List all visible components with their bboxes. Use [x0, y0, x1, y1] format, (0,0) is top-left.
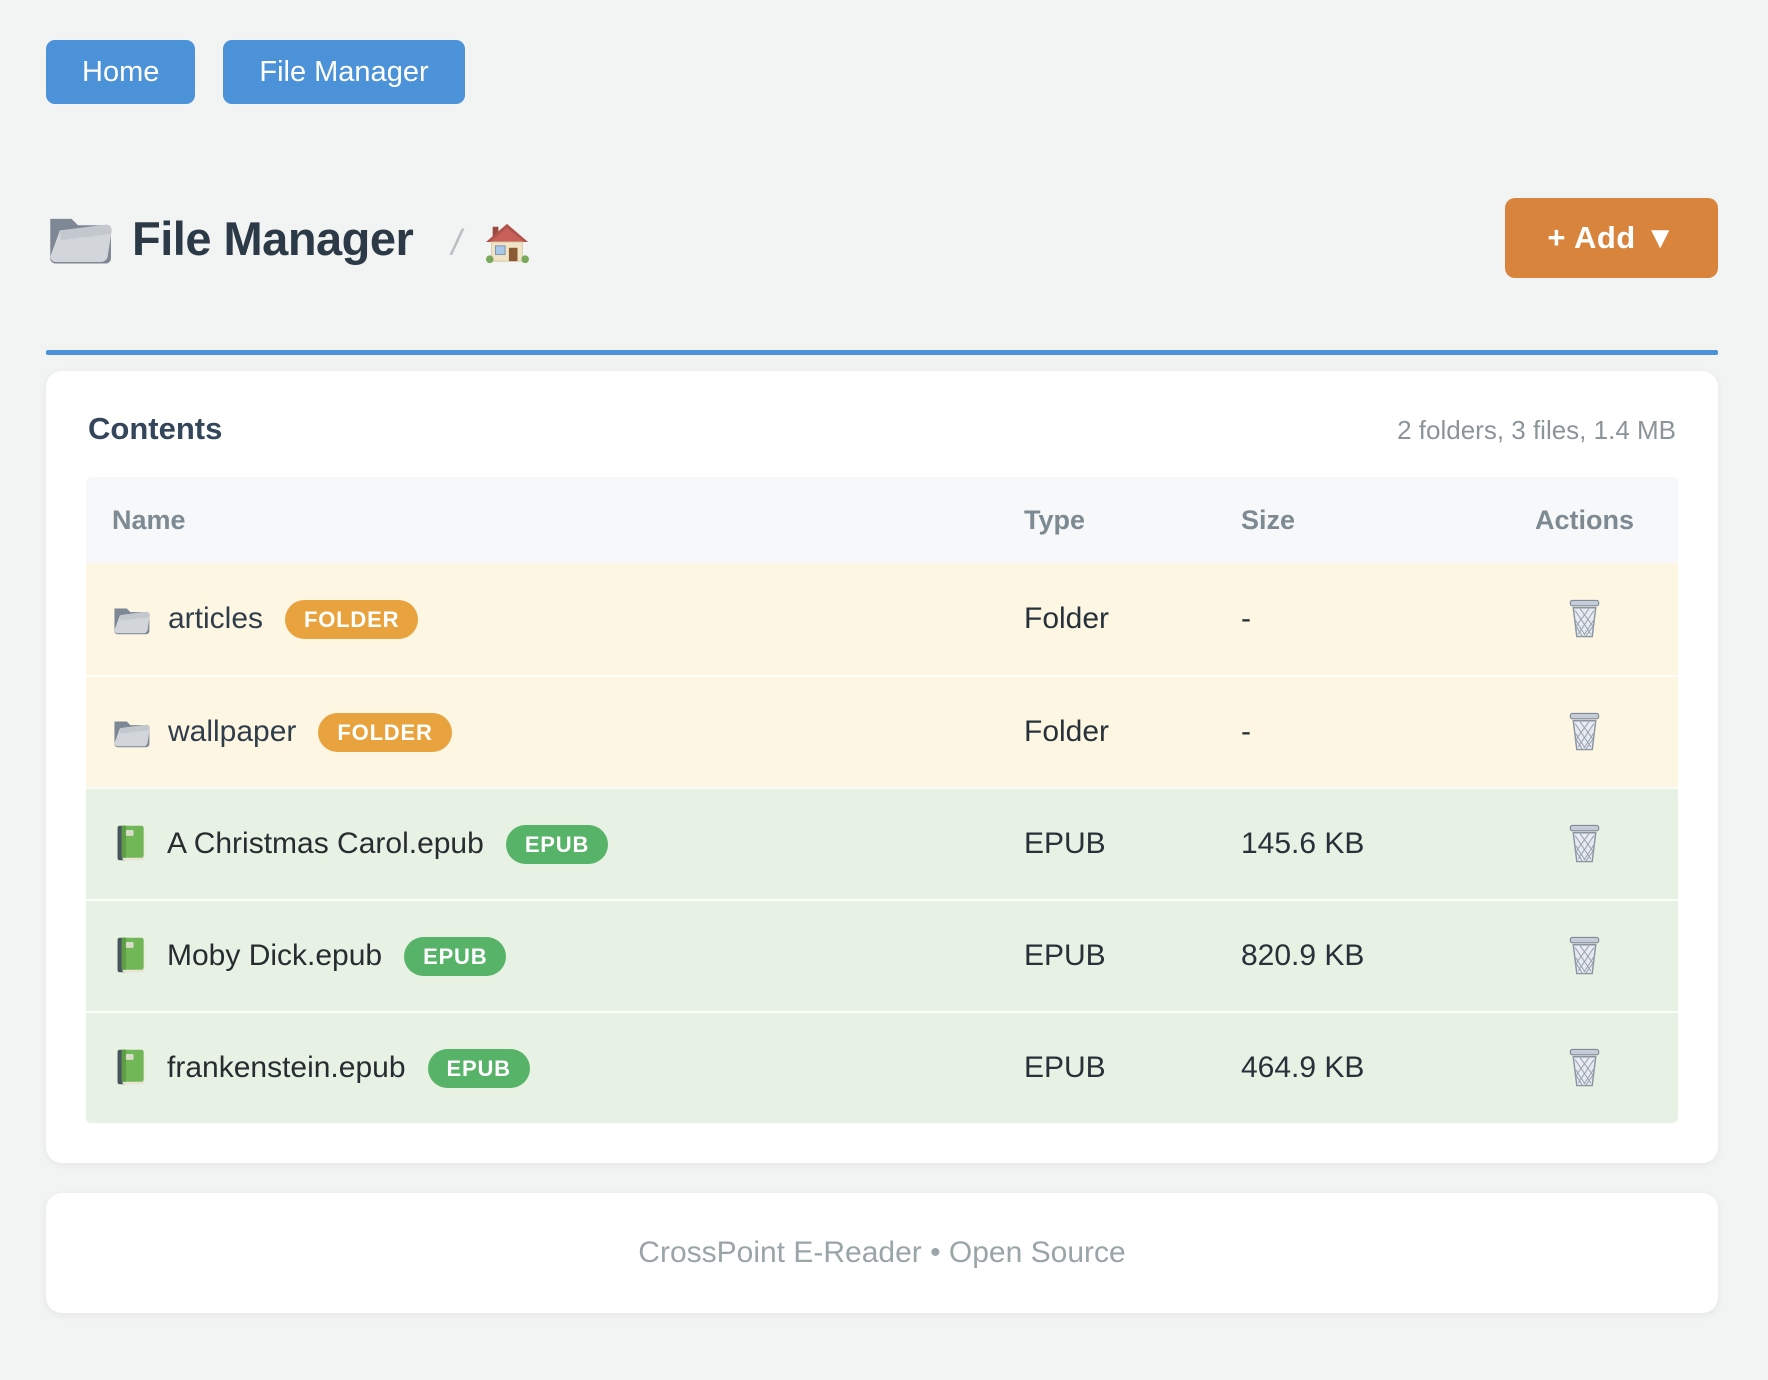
- footer-text: CrossPoint E-Reader • Open Source: [638, 1236, 1126, 1269]
- type-cell: EPUB: [1024, 939, 1106, 972]
- size-cell: -: [1241, 715, 1251, 748]
- file-name[interactable]: Moby Dick.epub: [167, 939, 383, 972]
- nav-file-manager-button[interactable]: File Manager: [223, 40, 465, 104]
- size-cell: 820.9 KB: [1241, 939, 1365, 972]
- trash-icon[interactable]: [1567, 936, 1602, 976]
- table-header-row: Name Type Size Actions: [86, 477, 1678, 563]
- table-body: articles FOLDER Folder - wallpaper FOLDE…: [86, 563, 1678, 1123]
- delete-button[interactable]: [1563, 820, 1606, 868]
- folder-icon: [50, 218, 112, 264]
- book-icon: [117, 825, 145, 861]
- add-button[interactable]: + Add ▼: [1505, 198, 1718, 278]
- book-icon: [117, 937, 145, 973]
- file-table: Name Type Size Actions articles FOLDER F…: [86, 477, 1678, 1123]
- folder-icon: [114, 607, 150, 634]
- column-header-type: Type: [1024, 504, 1086, 535]
- column-header-size: Size: [1241, 504, 1296, 535]
- file-name[interactable]: A Christmas Carol.epub: [167, 827, 484, 860]
- top-navigation: Home File Manager: [46, 40, 1718, 104]
- table-row: frankenstein.epub EPUB EPUB 464.9 KB: [86, 1011, 1678, 1123]
- footer-card: CrossPoint E-Reader • Open Source: [46, 1193, 1718, 1313]
- table-row: Moby Dick.epub EPUB EPUB 820.9 KB: [86, 899, 1678, 1011]
- folder-icon: [114, 720, 150, 747]
- type-badge: EPUB: [404, 936, 507, 976]
- contents-summary: 2 folders, 3 files, 1.4 MB: [1397, 415, 1676, 445]
- column-header-actions: Actions: [1534, 504, 1634, 535]
- nav-home-button[interactable]: Home: [46, 40, 196, 104]
- header-divider: [46, 350, 1718, 355]
- column-header-name: Name: [112, 504, 186, 535]
- contents-card: Contents 2 folders, 3 files, 1.4 MB Name…: [46, 371, 1718, 1163]
- size-cell: -: [1241, 602, 1251, 635]
- breadcrumb-separator: /: [451, 222, 462, 263]
- size-cell: 145.6 KB: [1241, 827, 1365, 860]
- trash-icon[interactable]: [1567, 1048, 1602, 1088]
- file-name[interactable]: wallpaper: [168, 715, 297, 748]
- type-badge: FOLDER: [285, 599, 419, 639]
- page-title: File Manager: [132, 211, 414, 265]
- file-name[interactable]: articles: [168, 602, 264, 635]
- type-cell: EPUB: [1024, 827, 1106, 860]
- trash-icon[interactable]: [1567, 824, 1602, 864]
- type-badge: FOLDER: [318, 712, 452, 752]
- trash-icon[interactable]: [1567, 712, 1602, 752]
- type-cell: Folder: [1024, 602, 1110, 635]
- type-cell: EPUB: [1024, 1051, 1106, 1084]
- type-badge: EPUB: [427, 1048, 530, 1088]
- table-row: wallpaper FOLDER Folder -: [86, 675, 1678, 787]
- page-header: File Manager / + Add ▼: [46, 186, 1718, 290]
- delete-button[interactable]: [1563, 932, 1606, 980]
- contents-title: Contents: [88, 411, 223, 446]
- home-icon[interactable]: [485, 222, 530, 264]
- delete-button[interactable]: [1563, 708, 1606, 756]
- delete-button[interactable]: [1563, 595, 1606, 643]
- table-row: articles FOLDER Folder -: [86, 563, 1678, 675]
- file-manager-page: Home File Manager File Manager / + Add ▼…: [46, 40, 1718, 1313]
- book-icon: [117, 1049, 145, 1085]
- size-cell: 464.9 KB: [1241, 1051, 1365, 1084]
- type-cell: Folder: [1024, 715, 1110, 748]
- delete-button[interactable]: [1563, 1044, 1606, 1092]
- file-name[interactable]: frankenstein.epub: [167, 1051, 406, 1084]
- trash-icon[interactable]: [1567, 599, 1602, 639]
- type-badge: EPUB: [505, 824, 609, 864]
- table-row: A Christmas Carol.epub EPUB EPUB 145.6 K…: [86, 787, 1678, 899]
